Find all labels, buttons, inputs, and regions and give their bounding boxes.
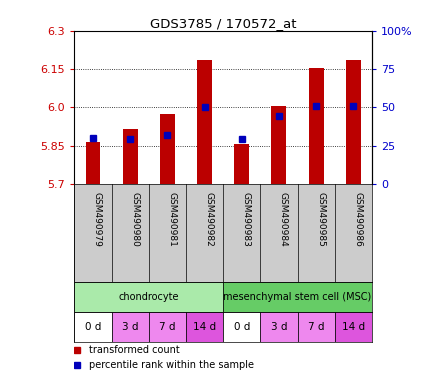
Bar: [223, 312, 260, 343]
Text: 7 d: 7 d: [159, 322, 176, 333]
Bar: [234, 144, 249, 184]
Text: percentile rank within the sample: percentile rank within the sample: [89, 360, 254, 370]
Bar: [123, 129, 138, 184]
Text: 14 d: 14 d: [193, 322, 216, 333]
Bar: [272, 106, 286, 184]
Bar: [111, 312, 149, 343]
Title: GDS3785 / 170572_at: GDS3785 / 170572_at: [150, 17, 296, 30]
Bar: [74, 312, 111, 343]
Text: GSM490982: GSM490982: [204, 192, 213, 247]
Bar: [197, 60, 212, 184]
Text: GSM490983: GSM490983: [242, 192, 251, 247]
Text: 3 d: 3 d: [122, 322, 139, 333]
Bar: [85, 142, 100, 184]
Bar: [223, 282, 372, 312]
Text: 3 d: 3 d: [271, 322, 287, 333]
Bar: [149, 312, 186, 343]
Bar: [346, 60, 361, 184]
Text: 0 d: 0 d: [233, 322, 250, 333]
Text: GSM490980: GSM490980: [130, 192, 139, 247]
Text: mesenchymal stem cell (MSC): mesenchymal stem cell (MSC): [224, 292, 371, 302]
Text: 0 d: 0 d: [85, 322, 101, 333]
Text: GSM490986: GSM490986: [353, 192, 362, 247]
Text: GSM490979: GSM490979: [93, 192, 102, 247]
Bar: [260, 312, 298, 343]
Bar: [309, 68, 323, 184]
Bar: [74, 282, 223, 312]
Text: 7 d: 7 d: [308, 322, 324, 333]
Text: chondrocyte: chondrocyte: [119, 292, 179, 302]
Bar: [160, 114, 175, 184]
Text: GSM490981: GSM490981: [167, 192, 176, 247]
Text: GSM490984: GSM490984: [279, 192, 288, 247]
Text: transformed count: transformed count: [89, 345, 180, 355]
Bar: [298, 312, 335, 343]
Bar: [335, 312, 372, 343]
Text: 14 d: 14 d: [342, 322, 365, 333]
Bar: [186, 312, 223, 343]
Text: GSM490985: GSM490985: [316, 192, 325, 247]
